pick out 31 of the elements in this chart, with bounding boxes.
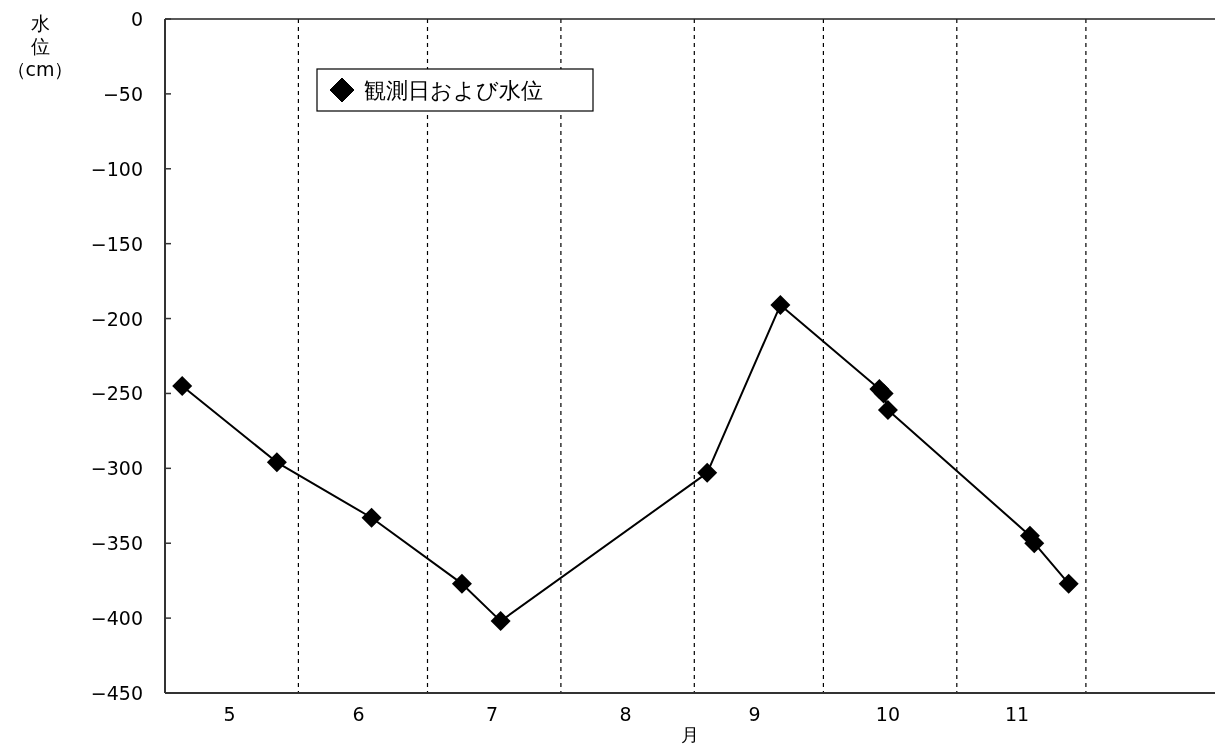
x-tick-label: 7 [486, 703, 499, 725]
point [1058, 573, 1079, 594]
legend-label: 観測日および水位 [364, 78, 543, 103]
y-tick-label: −400 [90, 607, 143, 630]
y-tick-label: 0 [130, 8, 143, 30]
x-tick-label: 9 [748, 703, 761, 725]
point [490, 611, 511, 632]
y-tick-label: −250 [90, 382, 143, 405]
x-axis-title: 月 [681, 724, 699, 744]
point [361, 507, 382, 528]
point [266, 452, 287, 473]
point [877, 399, 898, 420]
x-tick-label: 8 [619, 703, 632, 725]
y-tick-label: −300 [90, 457, 143, 480]
point [770, 295, 791, 316]
y-tick-label: −50 [102, 82, 143, 105]
x-tick-label: 11 [1004, 703, 1030, 725]
x-tick-label: 6 [352, 703, 365, 725]
point [873, 383, 894, 404]
point [697, 462, 718, 483]
y-tick-label: −350 [90, 532, 143, 555]
x-tick-label: 10 [875, 703, 901, 725]
legend: 観測日および水位 [316, 68, 594, 112]
y-tick-label: −150 [90, 232, 143, 255]
point [172, 375, 193, 396]
y-axis-title: 水位（cm） [6, 12, 74, 80]
y-tick-label: −100 [90, 157, 143, 180]
y-tick-label: −450 [90, 682, 143, 704]
x-tick-label: 5 [223, 703, 236, 725]
point [451, 573, 472, 594]
y-tick-label: −200 [90, 307, 143, 330]
